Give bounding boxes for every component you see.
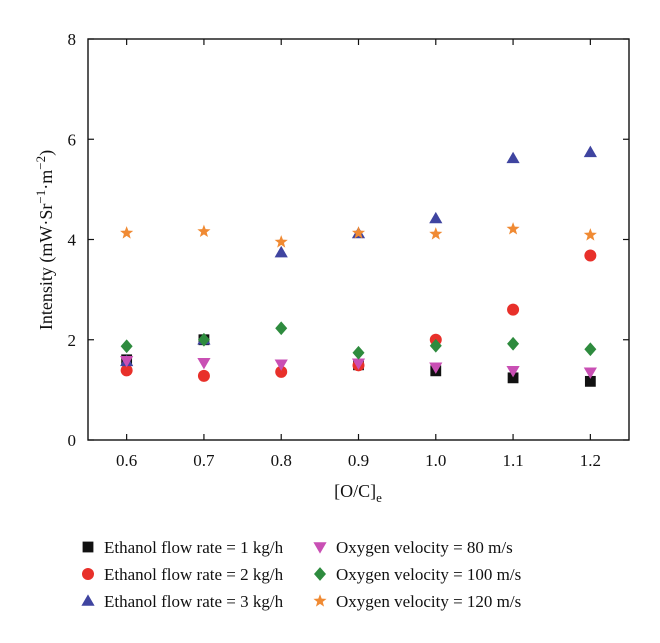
- axis-ticks: [88, 38, 629, 441]
- data-point-series-2: [197, 369, 210, 382]
- y-tick-label: 8: [68, 30, 77, 49]
- legend-marker: [82, 541, 94, 553]
- data-point-series-6: [351, 226, 366, 239]
- data-point-series-5: [507, 336, 520, 351]
- data-point-series-4: [351, 358, 366, 370]
- legend-label: Oxygen velocity = 80 m/s: [336, 538, 513, 557]
- legend-label: Ethanol flow rate = 2 kg/h: [104, 565, 284, 584]
- data-point-series-4: [197, 358, 211, 370]
- y-tick-label: 6: [68, 130, 77, 149]
- data-point-series-5: [120, 339, 133, 354]
- data-point-series-3: [274, 245, 288, 258]
- data-point-series-2: [507, 303, 520, 316]
- y-tick-label: 0: [68, 431, 77, 450]
- data-point-series-6: [274, 235, 288, 248]
- x-tick-label: 0.7: [193, 451, 215, 470]
- data-points: [120, 145, 597, 387]
- plot-area: [87, 38, 630, 441]
- legend-label: Ethanol flow rate = 3 kg/h: [104, 592, 284, 611]
- legend-label: Ethanol flow rate = 1 kg/h: [104, 538, 284, 557]
- data-point-series-4: [429, 362, 443, 374]
- data-point-series-5: [197, 332, 210, 347]
- data-point-series-4: [274, 359, 288, 371]
- data-point-series-6: [506, 222, 520, 235]
- x-tick-label: 0.8: [271, 451, 292, 470]
- data-point-series-6: [120, 226, 134, 239]
- y-axis-label: Intensity (mW·Sr−1·m−2): [33, 150, 57, 330]
- data-point-series-1: [507, 372, 519, 384]
- data-point-series-2: [120, 364, 133, 377]
- data-point-series-5: [584, 342, 597, 357]
- data-point-series-3: [429, 211, 443, 224]
- data-point-series-5: [352, 345, 365, 360]
- data-point-series-3: [583, 145, 597, 158]
- tick-labels: 0.6 0.7 0.8 0.9 1.0 1.1 1.2 0 2 4 6 8: [68, 30, 601, 470]
- legend-marker: [313, 542, 327, 554]
- data-point-series-6: [429, 227, 443, 240]
- x-tick-label: 1.1: [502, 451, 523, 470]
- legend-marker: [82, 568, 94, 580]
- data-point-series-2: [584, 249, 597, 262]
- data-point-series-5: [275, 321, 288, 336]
- legend-label: Oxygen velocity = 120 m/s: [336, 592, 521, 611]
- x-axis-label: [O/C]e: [334, 481, 382, 505]
- x-tick-label: 0.9: [348, 451, 369, 470]
- data-point-series-6: [583, 228, 597, 241]
- y-tick-label: 4: [68, 231, 77, 250]
- legend-marker: [313, 594, 327, 607]
- data-point-series-5: [429, 338, 442, 353]
- legend: Ethanol flow rate = 1 kg/h Ethanol flow r…: [81, 538, 521, 611]
- y-tick-label: 2: [68, 331, 77, 350]
- x-tick-label: 0.6: [116, 451, 137, 470]
- data-point-series-4: [583, 367, 597, 379]
- data-point-series-6: [197, 224, 211, 238]
- legend-marker: [314, 567, 326, 581]
- data-point-series-4: [120, 356, 134, 368]
- x-tick-label: 1.0: [425, 451, 446, 470]
- legend-label: Oxygen velocity = 100 m/s: [336, 565, 521, 584]
- x-tick-label: 1.2: [580, 451, 601, 470]
- data-point-series-4: [506, 366, 520, 378]
- data-point-series-3: [506, 151, 520, 164]
- legend-marker: [81, 594, 95, 606]
- data-point-series-1: [584, 375, 596, 387]
- data-point-series-2: [275, 365, 288, 378]
